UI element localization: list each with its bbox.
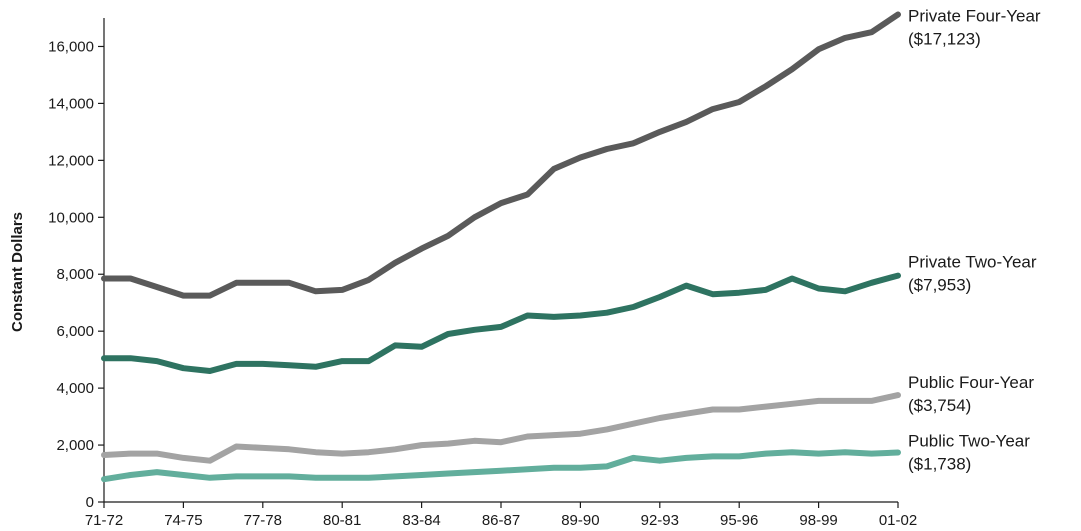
y-tick-label: 8,000	[56, 266, 94, 283]
y-tick-label: 12,000	[48, 152, 94, 169]
y-tick-label: 0	[86, 494, 94, 511]
x-tick-label: 83-84	[402, 512, 440, 529]
y-tick-label: 10,000	[48, 209, 94, 226]
y-tick-label: 4,000	[56, 380, 94, 397]
x-tick-label: 77-78	[244, 512, 282, 529]
series-line-public-four-year	[101, 392, 901, 464]
x-tick-label: 01-02	[879, 512, 917, 529]
y-tick-label: 2,000	[56, 437, 94, 454]
x-tick-label: 71-72	[85, 512, 123, 529]
series-label-public-two-year-value: ($1,738)	[908, 455, 971, 474]
series-label-public-four-year-value: ($3,754)	[908, 396, 971, 415]
series-labels: Private Four-Year ($17,123) Private Two-Ye…	[908, 7, 1041, 474]
series-label-private-four-year: Private Four-Year	[908, 7, 1041, 26]
series-layer	[101, 11, 901, 483]
series-label-private-four-year-value: ($17,123)	[908, 30, 981, 49]
series-label-private-two-year: Private Two-Year	[908, 253, 1037, 272]
x-tick-label: 74-75	[164, 512, 202, 529]
series-label-private-two-year-value: ($7,953)	[908, 276, 971, 295]
series-line-public-two-year	[101, 449, 901, 483]
y-tick-label: 6,000	[56, 323, 94, 340]
series-line-private-four-year	[101, 11, 901, 299]
x-tick-label: 95-96	[720, 512, 758, 529]
y-tick-label: 14,000	[48, 95, 94, 112]
series-label-public-four-year: Public Four-Year	[908, 373, 1034, 392]
x-tick-label: 92-93	[641, 512, 679, 529]
x-tick-label: 89-90	[561, 512, 599, 529]
series-label-public-two-year: Public Two-Year	[908, 432, 1030, 451]
axes: 0 2,000 4,000 6,000 8,000 10,000 12,000 14,000 1…	[48, 18, 917, 529]
y-axis-title: Constant Dollars	[9, 212, 26, 332]
x-tick-label: 86-87	[482, 512, 520, 529]
series-line-private-two-year	[101, 272, 901, 374]
x-tick-label: 98-99	[799, 512, 837, 529]
x-tick-label: 80-81	[323, 512, 361, 529]
y-tick-label: 16,000	[48, 38, 94, 55]
